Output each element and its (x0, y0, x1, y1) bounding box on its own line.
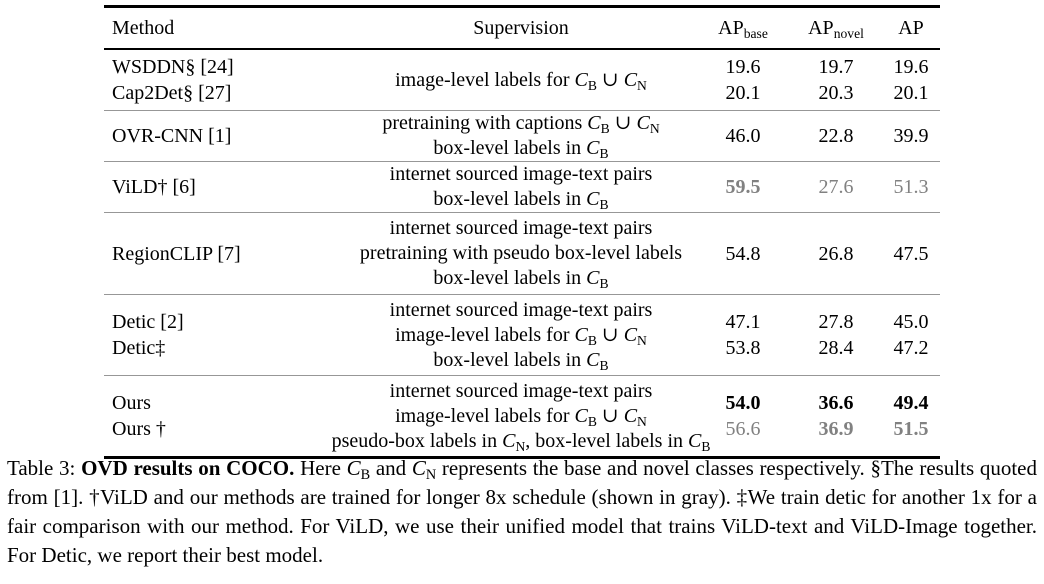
table-row: Detic [2] Detic‡ internet sourced image-… (104, 295, 940, 376)
supervision-line: box-level labels in CB (433, 267, 609, 291)
ap-base-value: 47.1 (725, 311, 761, 333)
ap-base-value: 19.6 (725, 56, 761, 78)
column-header-ap: AP (898, 16, 924, 39)
ap-novel-value: 36.6 (818, 392, 854, 414)
method-name: Detic‡ (112, 337, 166, 359)
ap-value: 47.5 (893, 242, 929, 265)
method-name: WSDDN§ [24] (112, 56, 234, 78)
table-bottom-rule (104, 456, 940, 459)
ap-novel-value: 28.4 (818, 337, 854, 359)
column-header-ap-base: APbase (718, 16, 768, 41)
supervision-line: box-level labels in CB (433, 137, 609, 161)
column-header-supervision: Supervision (473, 16, 569, 39)
ap-value: 49.4 (893, 392, 929, 414)
table-header-rule (104, 48, 940, 50)
supervision-line: box-level labels in CB (433, 348, 609, 373)
ap-novel-value: 36.9 (818, 418, 854, 440)
supervision-line: image-level labels for CB ∪ CN (395, 323, 647, 348)
method-name: ViLD† [6] (112, 176, 196, 198)
column-header-method: Method (112, 16, 175, 39)
supervision-line: image-level labels for CB ∪ CN (395, 68, 647, 93)
ap-novel-value: 19.7 (818, 56, 854, 78)
ap-base-value: 20.1 (725, 82, 761, 104)
ap-novel-value: 22.8 (818, 125, 854, 147)
ap-novel-value: 26.8 (818, 242, 854, 265)
column-header-ap-novel: APnovel (808, 16, 864, 41)
supervision-line: internet sourced image-text pairs (389, 217, 653, 239)
method-name: Detic [2] (112, 311, 184, 333)
table-top-rule (104, 5, 940, 8)
supervision-line: image-level labels for CB ∪ CN (395, 404, 647, 429)
ap-value: 19.6 (893, 56, 929, 78)
ap-novel-value: 20.3 (818, 82, 854, 104)
ap-value: 51.3 (893, 176, 929, 198)
ap-novel-value: 27.6 (818, 176, 854, 198)
table-row: ViLD† [6] internet sourced image-text pa… (104, 162, 940, 213)
method-name: RegionCLIP [7] (112, 242, 241, 265)
method-name: Cap2Det§ [27] (112, 82, 232, 104)
ap-base-value: 54.8 (725, 242, 761, 265)
supervision-line: box-level labels in CB (433, 188, 609, 212)
ap-value: 20.1 (893, 82, 929, 104)
ap-base-value: 54.0 (725, 392, 761, 414)
results-table: Method Supervision APbase APnovel AP WSD… (104, 5, 940, 459)
ap-base-value: 59.5 (725, 176, 761, 198)
table-row: OVR-CNN [1] pretraining with captions CB… (104, 111, 940, 162)
table-caption: Table 3: OVD results on COCO. Here CB an… (7, 456, 1038, 567)
table-header-row: Method Supervision APbase APnovel AP (104, 8, 940, 48)
method-name: Ours † (112, 418, 166, 440)
ap-value: 39.9 (893, 125, 929, 147)
ap-value: 47.2 (893, 337, 929, 359)
supervision-line: internet sourced image-text pairs (389, 163, 653, 185)
supervision-line: pretraining with captions CB ∪ CN (382, 112, 660, 136)
ap-base-value: 46.0 (725, 125, 761, 147)
ap-base-value: 56.6 (725, 418, 761, 440)
supervision-line: internet sourced image-text pairs (389, 298, 653, 321)
table-row: RegionCLIP [7] internet sourced image-te… (104, 213, 940, 295)
ap-novel-value: 27.8 (818, 311, 854, 333)
supervision-line: pseudo-box labels in CN, box-level label… (331, 429, 711, 454)
ap-base-value: 53.8 (725, 337, 761, 359)
table-row: WSDDN§ [24] Cap2Det§ [27] image-level la… (104, 50, 940, 111)
ap-value: 51.5 (893, 418, 929, 440)
table-row: Ours Ours † internet sourced image-text … (104, 376, 940, 456)
supervision-line: pretraining with pseudo box-level labels (359, 242, 683, 264)
ap-value: 45.0 (893, 311, 929, 333)
supervision-line: internet sourced image-text pairs (389, 379, 653, 402)
method-name: Ours (112, 392, 151, 414)
method-name: OVR-CNN [1] (112, 125, 232, 147)
